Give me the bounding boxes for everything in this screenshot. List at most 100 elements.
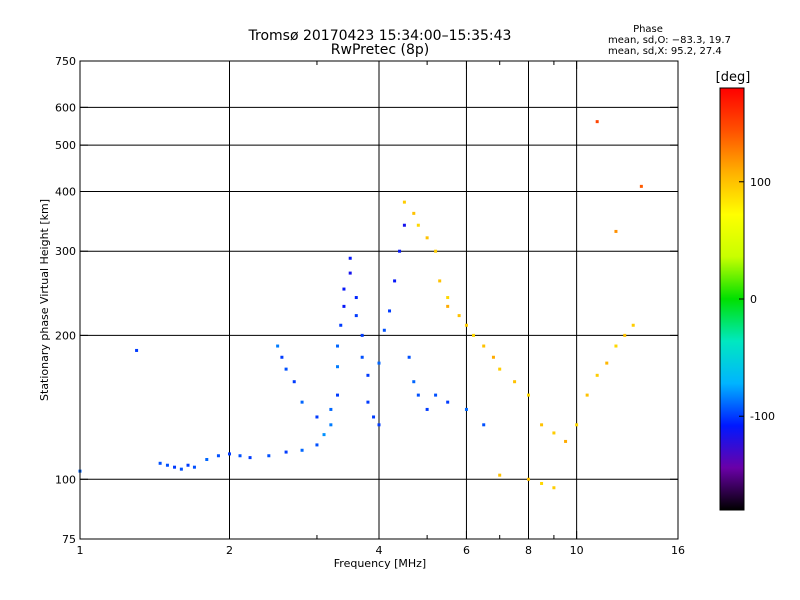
data-point	[575, 423, 579, 427]
data-point	[336, 344, 340, 348]
data-point	[354, 296, 358, 300]
data-point	[605, 361, 609, 365]
data-point	[472, 333, 476, 337]
data-point	[393, 279, 397, 283]
data-point	[284, 450, 288, 454]
data-point	[342, 287, 346, 291]
y-tick-label: 600	[55, 101, 76, 114]
legend-line-o: mean, sd,O: −83.3, 19.7	[608, 35, 731, 46]
data-point	[348, 256, 352, 260]
data-point	[407, 355, 411, 359]
data-point	[377, 423, 381, 427]
data-point	[631, 323, 635, 327]
data-point	[354, 314, 358, 318]
data-point	[614, 344, 618, 348]
data-point	[158, 461, 162, 465]
data-point	[446, 400, 450, 404]
data-point	[267, 454, 271, 458]
data-point	[329, 423, 333, 427]
x-tick-label: 4	[376, 544, 383, 557]
data-point	[216, 454, 220, 458]
x-tick-label: 2	[226, 544, 233, 557]
data-point	[228, 452, 231, 456]
colorbar-label: [deg]	[716, 70, 751, 85]
y-tick-label: 300	[55, 245, 76, 258]
data-point	[464, 407, 468, 411]
data-point	[135, 348, 139, 352]
colorbar-tick-label: 100	[750, 176, 771, 189]
data-point	[329, 407, 333, 411]
data-point	[402, 200, 406, 204]
data-point	[527, 477, 530, 481]
data-point	[446, 296, 450, 300]
data-point	[498, 473, 502, 477]
x-axis-label: Frequency [MHz]	[334, 557, 426, 570]
legend-title: Phase	[633, 24, 663, 35]
data-point	[366, 400, 370, 404]
data-point	[300, 400, 304, 404]
data-point	[639, 184, 643, 188]
data-point	[398, 249, 402, 253]
data-point	[457, 314, 461, 318]
data-point	[179, 467, 183, 471]
data-point	[165, 463, 169, 467]
data-point	[412, 380, 416, 384]
data-point	[498, 367, 502, 371]
data-point	[552, 486, 556, 490]
y-tick-label: 75	[62, 533, 76, 546]
data-point	[336, 393, 340, 397]
x-tick-label: 1	[77, 544, 84, 557]
y-tick-label: 200	[55, 329, 76, 342]
data-point	[360, 355, 364, 359]
chart-title: Tromsø 20170423 15:34:00–15:35:43	[248, 28, 512, 44]
data-point	[434, 393, 438, 397]
data-point	[595, 120, 599, 124]
data-point	[382, 328, 386, 332]
colorbar-tick-label: 0	[750, 293, 757, 306]
data-point	[425, 236, 429, 240]
data-point	[339, 323, 343, 327]
data-point	[402, 223, 406, 227]
data-point	[482, 344, 486, 348]
data-point	[412, 211, 416, 215]
x-tick-label: 16	[671, 544, 685, 557]
data-point	[192, 465, 196, 469]
data-point	[623, 333, 627, 337]
data-point	[564, 439, 568, 443]
data-point	[377, 361, 381, 365]
data-point	[300, 448, 304, 452]
data-points	[78, 120, 643, 490]
data-point	[372, 415, 376, 419]
data-point	[416, 223, 420, 227]
data-point	[348, 271, 352, 275]
data-point	[482, 423, 486, 427]
colorbar-tick-label: -100	[750, 410, 775, 423]
data-point	[595, 373, 599, 377]
x-tick-label: 8	[525, 544, 532, 557]
x-tick-label: 10	[570, 544, 584, 557]
data-point	[238, 454, 242, 458]
data-point	[366, 373, 370, 377]
data-point	[540, 423, 544, 427]
data-point	[464, 323, 468, 327]
data-point	[446, 304, 450, 308]
y-tick-label: 500	[55, 139, 76, 152]
data-point	[292, 380, 296, 384]
y-tick-label: 750	[55, 55, 76, 68]
data-point	[552, 431, 556, 435]
data-point	[360, 333, 364, 337]
data-point	[585, 393, 589, 397]
data-point	[614, 229, 618, 233]
data-point	[438, 279, 442, 283]
chart-subtitle: RwPretec (8p)	[331, 42, 429, 58]
data-point	[540, 481, 544, 485]
data-point	[205, 457, 209, 461]
y-axis-ticks: 75 100 200 300 400 500 600 750	[55, 55, 678, 546]
data-point	[425, 407, 429, 411]
data-point	[336, 365, 340, 369]
data-point	[315, 443, 319, 447]
data-point	[527, 393, 530, 397]
y-axis-label: Stationary phase Virtual Height [km]	[38, 199, 51, 401]
legend-line-x: mean, sd,X: 95.2, 27.4	[608, 46, 722, 57]
